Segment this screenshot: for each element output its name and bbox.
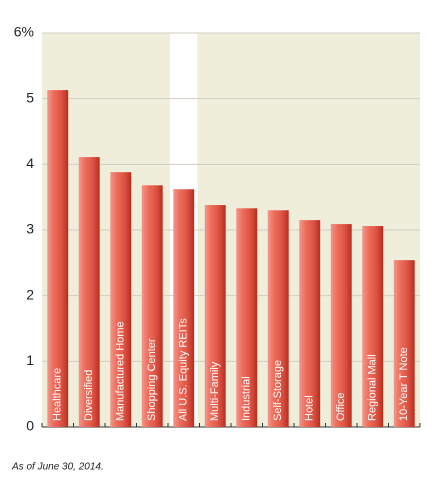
bar-shade xyxy=(47,90,69,427)
bar-label: Office xyxy=(335,392,347,421)
bar-label: All U.S. Equity REITs xyxy=(178,318,190,421)
bar-label: Manufactured Home xyxy=(115,321,127,421)
y-tick-label: 4 xyxy=(26,155,34,171)
bar-label: Diversified xyxy=(83,370,95,421)
bar-shade xyxy=(110,172,132,427)
bar-shade xyxy=(204,205,226,427)
bar-label: Industrial xyxy=(241,376,253,421)
bar-label: Multi-Family xyxy=(209,361,221,421)
bar-shade xyxy=(173,189,195,427)
bar-label: Regional Mall xyxy=(367,354,379,421)
bar-label: Shopping Center xyxy=(146,338,158,421)
footnote: As of June 30, 2014. xyxy=(11,462,104,473)
bar-shade xyxy=(267,210,289,427)
bar-shade xyxy=(330,224,352,427)
bar-shade xyxy=(393,260,415,427)
bar-label: Hotel xyxy=(304,395,316,421)
bar-shade xyxy=(141,185,163,427)
y-tick-label: 2 xyxy=(26,286,34,302)
bar-shade xyxy=(362,226,384,427)
bar-label: Self-Storage xyxy=(272,360,284,421)
bar-shade xyxy=(78,157,100,428)
bar-shade xyxy=(236,208,258,427)
y-tick-label: 5 xyxy=(26,89,34,105)
y-tick-label: 6% xyxy=(14,24,34,40)
bar-label: Healthcare xyxy=(52,368,64,421)
y-tick-label: 0 xyxy=(26,418,34,434)
bar-label: 10-Year T Note xyxy=(398,347,410,421)
bar-shade xyxy=(299,220,321,427)
y-tick-label: 1 xyxy=(26,352,34,368)
y-tick-label: 3 xyxy=(26,221,34,237)
